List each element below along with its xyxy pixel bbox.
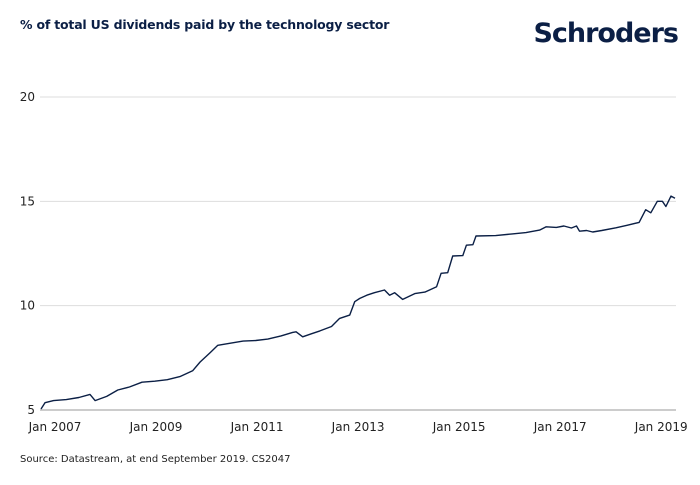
x-tick-label: Jan 2019 [634, 420, 688, 434]
y-tick-label: 10 [20, 299, 35, 313]
y-tick-label: 20 [20, 90, 35, 104]
y-tick-label: 15 [20, 194, 35, 208]
chart-title: % of total US dividends paid by the tech… [20, 17, 390, 32]
x-tick-label: Jan 2011 [230, 420, 284, 434]
schroders-logo: Schroders [533, 18, 679, 49]
x-tick-label: Jan 2013 [331, 420, 385, 434]
x-tick-label: Jan 2017 [533, 420, 587, 434]
series-line [40, 195, 676, 410]
x-tick-label: Jan 2009 [129, 420, 183, 434]
source-note: Source: Datastream, at end September 201… [20, 454, 291, 465]
y-tick-label: 5 [27, 403, 35, 417]
x-tick-label: Jan 2015 [432, 420, 486, 434]
x-tick-label: Jan 2007 [28, 420, 82, 434]
